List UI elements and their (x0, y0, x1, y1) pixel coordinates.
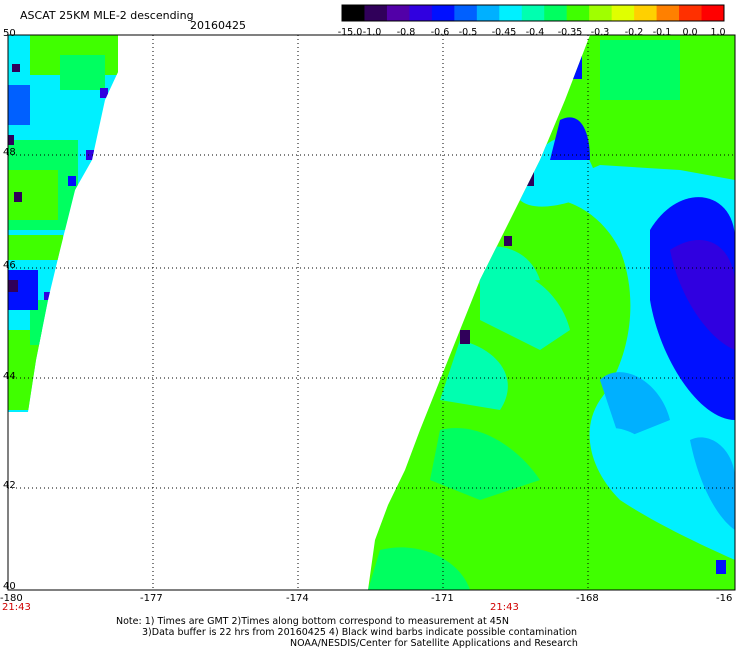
lon-tick: -168 (576, 593, 599, 604)
lat-tick: 42 (3, 480, 16, 491)
time-label: 21:43 (2, 602, 31, 613)
colorbar-segment (701, 5, 725, 21)
colorbar-segment (386, 5, 410, 21)
lon-tick: -177 (140, 593, 163, 604)
lat-tick: 48 (3, 147, 16, 158)
colorbar-label: 0.0 (682, 27, 697, 38)
colorbar-segment (431, 5, 455, 21)
colorbar-label: -0.3 (591, 27, 610, 38)
left-swath (8, 35, 118, 412)
colorbar-label: -15.0 (338, 27, 363, 38)
colorbar-label: -0.2 (625, 27, 644, 38)
time-labels: 21:43 21:43 (2, 602, 519, 613)
right-swath (368, 35, 735, 590)
note-line-2: 3)Data buffer is 22 hrs from 20160425 4)… (142, 627, 578, 638)
colorbar-segment (566, 5, 590, 21)
colorbar-segment (656, 5, 680, 21)
colorbar-segment (364, 5, 388, 21)
map-title: ASCAT 25KM MLE-2 descending (20, 9, 194, 22)
lat-tick: 40 (3, 581, 16, 592)
colorbar-label: -0.1 (653, 27, 672, 38)
colorbar-segment (499, 5, 523, 21)
colorbar-segment (544, 5, 568, 21)
lat-tick: 50 (3, 28, 16, 39)
colorbar-segment (476, 5, 500, 21)
colorbar-segment (611, 5, 635, 21)
colorbar (341, 4, 725, 22)
colorbar-segment (679, 5, 703, 21)
colorbar-segment (454, 5, 478, 21)
colorbar-label: -0.6 (431, 27, 450, 38)
colorbar-label: -0.5 (459, 27, 478, 38)
note-line-3: NOAA/NESDIS/Center for Satellite Applica… (290, 638, 578, 649)
lon-tick-labels: -180 -177 -174 -171 -168 -16 (0, 593, 732, 604)
colorbar-labels: -15.0 -1.0 -0.8 -0.6 -0.5 -0.45 -0.4 -0.… (338, 27, 726, 38)
lon-tick: -171 (431, 593, 454, 604)
colorbar-segment (521, 5, 545, 21)
axes-frame (7, 34, 736, 591)
note-line-1: Note: 1) Times are GMT 2)Times along bot… (116, 616, 509, 627)
lon-tick: -180 (0, 593, 23, 604)
colorbar-segment (342, 5, 365, 21)
gridlines (8, 35, 735, 590)
colorbar-label: -1.0 (363, 27, 382, 38)
lat-tick: 46 (3, 260, 16, 271)
colorbar-segment (634, 5, 658, 21)
lon-tick: -16 (716, 593, 732, 604)
colorbar-label: -0.35 (558, 27, 583, 38)
time-label: 21:43 (490, 602, 519, 613)
colorbar-label: -0.45 (492, 27, 517, 38)
colorbar-border (341, 4, 725, 22)
lat-tick: 44 (3, 371, 16, 382)
colorbar-segment (589, 5, 613, 21)
lon-tick: -174 (286, 593, 309, 604)
colorbar-segment (409, 5, 433, 21)
colorbar-label: 1.0 (710, 27, 725, 38)
colorbar-label: -0.4 (526, 27, 545, 38)
lat-tick-labels: 50 48 46 44 42 40 (3, 28, 16, 592)
colorbar-label: -0.8 (397, 27, 416, 38)
map-date: 20160425 (190, 19, 246, 32)
